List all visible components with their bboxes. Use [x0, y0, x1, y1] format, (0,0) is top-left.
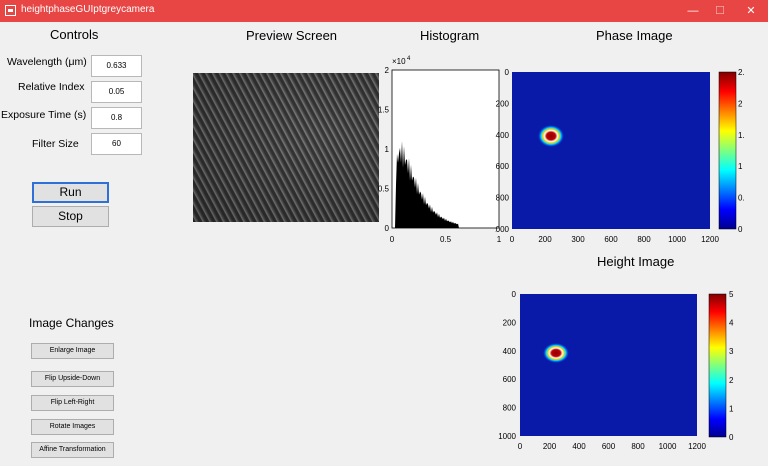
histogram-x-tick-2: 1: [497, 235, 502, 244]
preview-image: [193, 73, 379, 222]
phase-x-tick-6: 1200: [701, 235, 719, 244]
stop-button[interactable]: Stop: [32, 206, 109, 227]
title-bar: heightphaseGUIptgreycamera — ☐ ✕: [0, 0, 768, 22]
height-x-tick-3: 600: [602, 442, 616, 451]
height-x-tick-0: 0: [518, 442, 523, 451]
filter-size-label: Filter Size: [32, 138, 79, 150]
histogram-y-tick-0: 2: [385, 66, 390, 75]
phase-y-tick-4: 800: [496, 194, 510, 203]
phase-x-tick-5: 1000: [668, 235, 686, 244]
controls-heading: Controls: [50, 27, 99, 42]
phase-y-tick-1: 200: [496, 99, 510, 108]
height-x-tick-1: 200: [543, 442, 557, 451]
histogram-plot: ×10 4 2 1.5 1 0.5 00 0.5 1: [378, 56, 502, 244]
minimize-button[interactable]: —: [687, 5, 699, 17]
phase-y-tick-2: 400: [496, 131, 510, 140]
height-colorbar-tick-4: 1: [729, 404, 734, 413]
histogram-y-multiplier: ×10: [392, 57, 406, 66]
preview-screen-title: Preview Screen: [246, 28, 338, 43]
window-title: heightphaseGUIptgreycamera: [21, 4, 155, 15]
height-y-tick-0: 0: [512, 290, 517, 299]
phase-image-plot: 020040060080010000200300600800100012002.…: [495, 68, 745, 244]
phase-image-title: Phase Image: [596, 28, 673, 43]
height-colorbar: [708, 293, 727, 438]
height-colorbar-tick-3: 2: [729, 376, 734, 385]
height-colorbar-tick-2: 3: [729, 347, 734, 356]
phase-colorbar-tick-3: 1: [738, 162, 743, 171]
exposure-time-field[interactable]: 0.8: [91, 107, 142, 129]
flip-left-right-button[interactable]: Flip Left-Right: [31, 395, 114, 411]
height-image-title: Height Image: [597, 254, 675, 269]
phase-y-tick-0: 0: [505, 68, 510, 77]
wavelength-label: Wavelength (μm): [7, 56, 87, 68]
phase-colorbar: [718, 71, 737, 230]
maximize-button[interactable]: ☐: [715, 5, 725, 17]
height-colorbar-tick-0: 5: [729, 290, 734, 299]
histogram-y-tick-4: 0: [385, 224, 390, 233]
phase-x-tick-4: 800: [637, 235, 651, 244]
height-y-tick-5: 1000: [498, 432, 516, 441]
filter-size-field[interactable]: 60: [91, 133, 142, 155]
histogram-y-tick-3: 0.5: [378, 185, 390, 194]
height-x-tick-5: 1000: [659, 442, 677, 451]
wavelength-field[interactable]: 0.633: [91, 55, 142, 77]
app-icon: [5, 5, 16, 16]
height-x-tick-4: 800: [631, 442, 645, 451]
run-button[interactable]: Run: [32, 182, 109, 203]
phase-colorbar-tick-2: 1.5: [738, 131, 745, 140]
phase-tick-labels: 020040060080010000200300600800100012002.…: [495, 68, 745, 244]
height-x-tick-6: 1200: [688, 442, 706, 451]
histogram-x-tick-0: 0: [390, 235, 395, 244]
image-changes-heading: Image Changes: [29, 316, 114, 330]
histogram-y-tick-2: 1: [385, 145, 390, 154]
height-map: [520, 294, 697, 436]
phase-y-tick-3: 600: [496, 162, 510, 171]
histogram-tick-labels: 2 1.5 1 0.5 00 0.5 1: [378, 66, 502, 244]
phase-colorbar-tick-4: 0.5: [738, 194, 745, 203]
height-x-tick-2: 400: [572, 442, 586, 451]
close-button[interactable]: ✕: [746, 5, 756, 17]
affine-transformation-button[interactable]: Affine Transformation: [31, 442, 114, 458]
phase-x-tick-0: 0: [510, 235, 515, 244]
rotate-images-button[interactable]: Rotate Images: [31, 419, 114, 435]
phase-x-tick-2: 300: [571, 235, 585, 244]
phase-colorbar-tick-1: 2: [738, 99, 743, 108]
height-colorbar-tick-5: 0: [729, 433, 734, 442]
flip-upside-down-button[interactable]: Flip Upside-Down: [31, 371, 114, 387]
histogram-y-tick-1: 1.5: [378, 106, 390, 115]
height-y-tick-3: 600: [503, 375, 517, 384]
height-y-tick-2: 400: [503, 347, 517, 356]
relative-index-field[interactable]: 0.05: [91, 81, 142, 103]
phase-hotspot: [538, 125, 564, 147]
histogram-x-tick-1: 0.5: [440, 235, 452, 244]
histogram-bars: [392, 141, 499, 228]
phase-y-tick-5: 1000: [495, 225, 510, 234]
relative-index-label: Relative Index: [18, 81, 85, 93]
enlarge-image-button[interactable]: Enlarge Image: [31, 343, 114, 359]
histogram-title: Histogram: [420, 28, 480, 43]
height-y-tick-4: 800: [503, 404, 517, 413]
phase-map: [512, 72, 710, 229]
phase-colorbar-tick-5: 0: [738, 225, 743, 234]
phase-colorbar-tick-0: 2.5: [738, 68, 745, 77]
phase-x-tick-3: 600: [604, 235, 618, 244]
histogram-y-exponent: 4: [407, 56, 411, 62]
preview-vignette: [193, 73, 379, 222]
phase-x-tick-1: 200: [538, 235, 552, 244]
height-y-tick-1: 200: [503, 318, 517, 327]
height-colorbar-tick-1: 4: [729, 319, 734, 328]
exposure-time-label: Exposure Time (s): [1, 109, 87, 121]
height-hotspot: [543, 343, 569, 363]
